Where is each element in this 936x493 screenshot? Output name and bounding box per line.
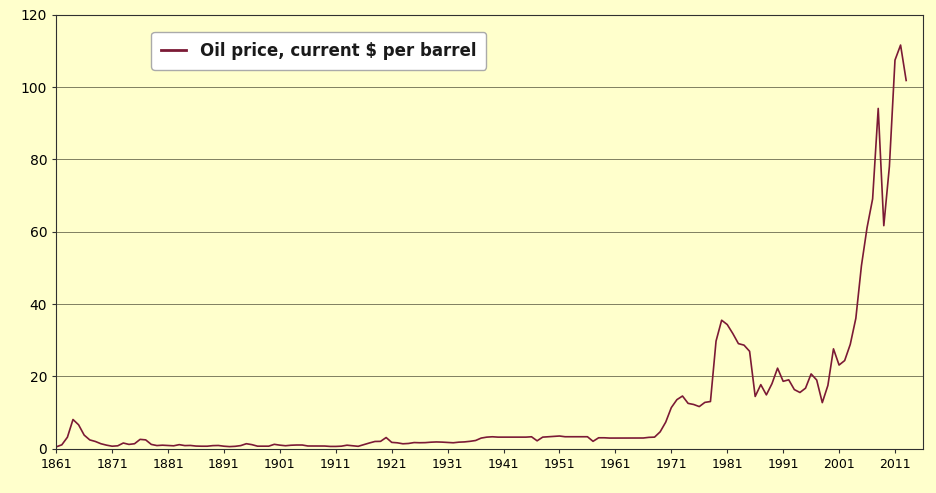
Legend: Oil price, current $ per barrel: Oil price, current $ per barrel — [151, 32, 486, 70]
